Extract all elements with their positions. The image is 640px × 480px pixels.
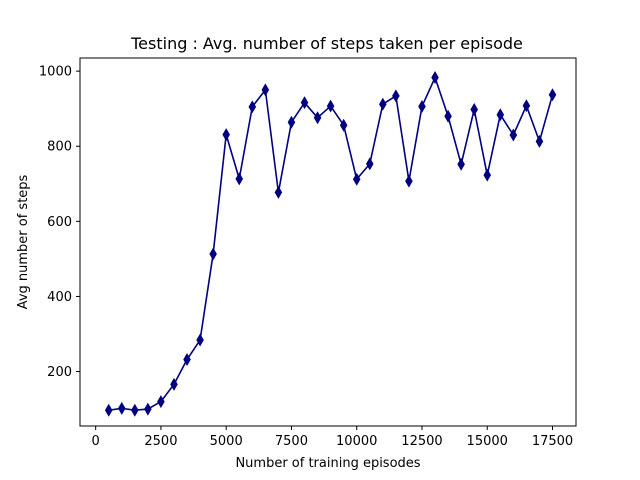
data-point-marker bbox=[104, 403, 113, 417]
y-axis: 200 400 600 800 1000 bbox=[39, 65, 80, 380]
data-point-marker bbox=[209, 247, 217, 261]
data-point-marker bbox=[196, 333, 204, 347]
data-point-marker bbox=[248, 100, 257, 114]
data-point-marker bbox=[170, 377, 178, 391]
data-point-marker bbox=[483, 168, 492, 182]
data-point-marker bbox=[339, 118, 348, 132]
data-point-marker bbox=[535, 134, 544, 148]
data-point-marker bbox=[183, 353, 191, 367]
x-axis: 0 2500 5000 7500 10000 12500 15000 17500 bbox=[92, 426, 573, 449]
data-point-marker bbox=[300, 96, 309, 110]
axes-frame bbox=[79, 57, 577, 427]
data-point-marker bbox=[418, 99, 426, 113]
data-point-marker bbox=[470, 102, 478, 116]
data-point-marker bbox=[274, 185, 283, 199]
y-tick-label: 600 bbox=[47, 215, 72, 230]
data-point-marker bbox=[457, 157, 465, 171]
x-axis-label: Number of training episodes bbox=[235, 456, 420, 471]
y-tick-label: 400 bbox=[47, 290, 72, 305]
x-tick-label: 17500 bbox=[532, 434, 573, 449]
data-point-marker bbox=[496, 108, 505, 122]
data-point-marker bbox=[131, 403, 139, 417]
x-tick-label: 7500 bbox=[275, 434, 308, 449]
data-point-marker bbox=[222, 128, 230, 142]
data-point-marker bbox=[313, 111, 322, 125]
x-tick-label: 10000 bbox=[336, 434, 377, 449]
data-point-marker bbox=[117, 401, 126, 415]
x-tick-label: 12500 bbox=[401, 434, 442, 449]
y-axis-label: Avg number of steps bbox=[16, 174, 31, 309]
data-point-marker bbox=[261, 83, 270, 97]
x-tick-label: 5000 bbox=[210, 434, 243, 449]
data-point-marker bbox=[444, 109, 452, 123]
data-point-marker bbox=[548, 88, 557, 102]
data-point-marker bbox=[392, 89, 400, 103]
data-point-marker bbox=[365, 157, 374, 171]
data-point-marker bbox=[287, 115, 296, 129]
data-point-marker bbox=[352, 172, 361, 186]
y-tick-label: 800 bbox=[47, 140, 72, 155]
x-tick-label: 15000 bbox=[467, 434, 508, 449]
x-tick-label: 0 bbox=[92, 434, 100, 449]
chart-title: Testing : Avg. number of steps taken per… bbox=[130, 34, 523, 53]
data-point-marker bbox=[405, 174, 413, 188]
x-tick-label: 2500 bbox=[144, 434, 177, 449]
data-point-marker bbox=[379, 97, 387, 111]
data-point-marker bbox=[509, 128, 518, 142]
data-point-marker bbox=[326, 99, 335, 113]
data-point-marker bbox=[157, 395, 165, 409]
y-tick-label: 1000 bbox=[39, 65, 72, 80]
series-line bbox=[108, 76, 554, 412]
data-point-marker bbox=[431, 71, 439, 85]
y-tick-label: 200 bbox=[47, 365, 72, 380]
data-point-marker bbox=[144, 402, 152, 416]
data-point-marker bbox=[522, 99, 531, 113]
plot-area bbox=[104, 71, 557, 417]
data-point-marker bbox=[235, 172, 244, 186]
